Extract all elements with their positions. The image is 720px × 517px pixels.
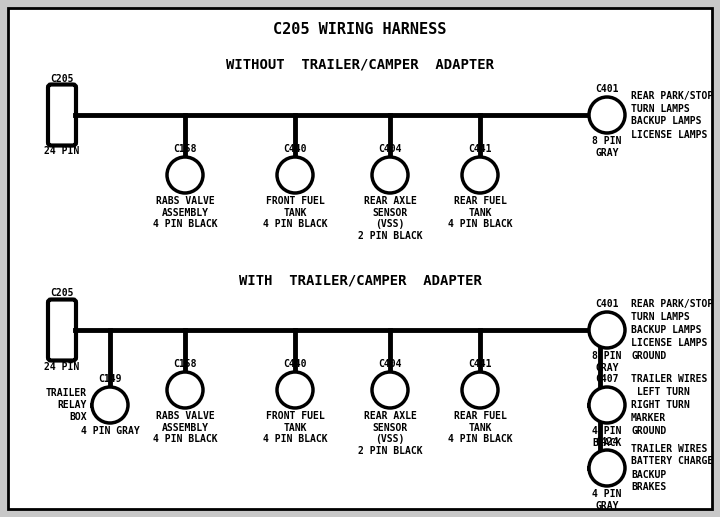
Circle shape (589, 312, 625, 348)
Text: C401: C401 (595, 84, 618, 94)
Text: REAR FUEL
TANK
4 PIN BLACK: REAR FUEL TANK 4 PIN BLACK (448, 411, 513, 444)
Text: 4 PIN GRAY: 4 PIN GRAY (81, 426, 140, 436)
Circle shape (167, 157, 203, 193)
Text: FRONT FUEL
TANK
4 PIN BLACK: FRONT FUEL TANK 4 PIN BLACK (263, 196, 328, 229)
Text: C404: C404 (378, 359, 402, 369)
Text: TURN LAMPS: TURN LAMPS (631, 103, 690, 114)
Text: RABS VALVE
ASSEMBLY
4 PIN BLACK: RABS VALVE ASSEMBLY 4 PIN BLACK (153, 196, 217, 229)
Text: BRAKES: BRAKES (631, 482, 666, 493)
Circle shape (167, 372, 203, 408)
Text: TRAILER WIRES: TRAILER WIRES (631, 444, 707, 453)
Text: MARKER: MARKER (631, 413, 666, 423)
Text: LICENSE LAMPS: LICENSE LAMPS (631, 338, 707, 348)
Text: C407: C407 (595, 374, 618, 384)
Text: C158: C158 (174, 359, 197, 369)
Text: C441: C441 (468, 144, 492, 154)
Text: C205 WIRING HARNESS: C205 WIRING HARNESS (274, 22, 446, 37)
Text: REAR PARK/STOP: REAR PARK/STOP (631, 299, 714, 309)
Text: TRAILER
RELAY
BOX: TRAILER RELAY BOX (46, 388, 87, 421)
Text: LICENSE LAMPS: LICENSE LAMPS (631, 129, 707, 140)
Text: C401: C401 (595, 299, 618, 309)
Text: LEFT TURN: LEFT TURN (631, 387, 690, 397)
Text: TRAILER WIRES: TRAILER WIRES (631, 374, 707, 384)
Text: 4 PIN
BLACK: 4 PIN BLACK (593, 426, 621, 448)
Text: REAR AXLE
SENSOR
(VSS)
2 PIN BLACK: REAR AXLE SENSOR (VSS) 2 PIN BLACK (358, 196, 423, 241)
Text: C440: C440 (283, 359, 307, 369)
Circle shape (277, 157, 313, 193)
Circle shape (462, 157, 498, 193)
Circle shape (372, 157, 408, 193)
Text: C158: C158 (174, 144, 197, 154)
Text: RIGHT TURN: RIGHT TURN (631, 400, 690, 410)
Text: 8 PIN
GRAY: 8 PIN GRAY (593, 136, 621, 158)
FancyBboxPatch shape (48, 299, 76, 360)
Text: BACKUP LAMPS: BACKUP LAMPS (631, 116, 701, 127)
Circle shape (589, 450, 625, 486)
Text: BACKUP: BACKUP (631, 469, 666, 479)
Text: BATTERY CHARGE: BATTERY CHARGE (631, 457, 714, 466)
Text: C441: C441 (468, 359, 492, 369)
Circle shape (589, 387, 625, 423)
Text: C149: C149 (98, 374, 122, 384)
Text: WITH  TRAILER/CAMPER  ADAPTER: WITH TRAILER/CAMPER ADAPTER (238, 273, 482, 287)
Circle shape (462, 372, 498, 408)
Circle shape (92, 387, 128, 423)
Text: RABS VALVE
ASSEMBLY
4 PIN BLACK: RABS VALVE ASSEMBLY 4 PIN BLACK (153, 411, 217, 444)
Text: C205: C205 (50, 73, 73, 84)
Text: WITHOUT  TRAILER/CAMPER  ADAPTER: WITHOUT TRAILER/CAMPER ADAPTER (226, 58, 494, 72)
FancyBboxPatch shape (8, 8, 712, 509)
Circle shape (277, 372, 313, 408)
Text: C205: C205 (50, 288, 73, 298)
Text: 4 PIN
GRAY: 4 PIN GRAY (593, 489, 621, 511)
Text: REAR FUEL
TANK
4 PIN BLACK: REAR FUEL TANK 4 PIN BLACK (448, 196, 513, 229)
Text: C424: C424 (595, 437, 618, 447)
Circle shape (372, 372, 408, 408)
Text: BACKUP LAMPS: BACKUP LAMPS (631, 325, 701, 335)
Text: 24 PIN: 24 PIN (45, 361, 80, 372)
Text: 24 PIN: 24 PIN (45, 146, 80, 157)
Text: 8 PIN
GRAY: 8 PIN GRAY (593, 351, 621, 373)
Text: REAR AXLE
SENSOR
(VSS)
2 PIN BLACK: REAR AXLE SENSOR (VSS) 2 PIN BLACK (358, 411, 423, 456)
Circle shape (589, 97, 625, 133)
FancyBboxPatch shape (48, 84, 76, 145)
Text: FRONT FUEL
TANK
4 PIN BLACK: FRONT FUEL TANK 4 PIN BLACK (263, 411, 328, 444)
Text: C440: C440 (283, 144, 307, 154)
Text: C404: C404 (378, 144, 402, 154)
Text: GROUND: GROUND (631, 351, 666, 361)
Text: TURN LAMPS: TURN LAMPS (631, 312, 690, 322)
Text: GROUND: GROUND (631, 426, 666, 436)
Text: REAR PARK/STOP: REAR PARK/STOP (631, 90, 714, 100)
